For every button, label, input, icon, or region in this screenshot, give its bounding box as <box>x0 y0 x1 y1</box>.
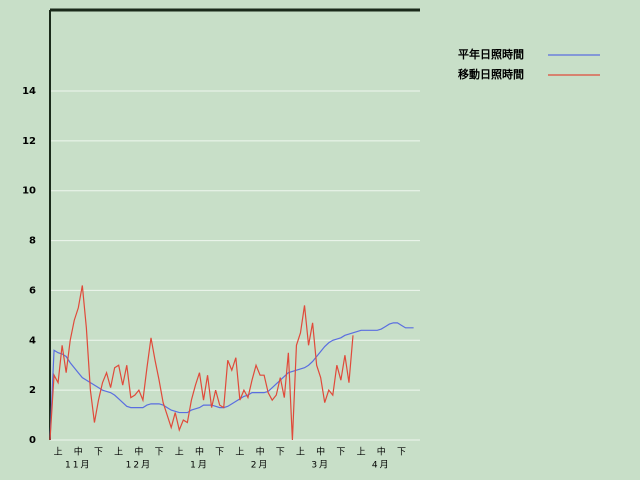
legend-label: 移動日照時間 <box>458 67 524 81</box>
x-tick-label: 上 <box>175 447 184 458</box>
x-tick-label: 上 <box>235 447 244 458</box>
month-label: 12月 <box>126 460 152 471</box>
month-label: 3月 <box>311 460 330 471</box>
month-label: 2月 <box>251 460 270 471</box>
y-tick-label: 6 <box>29 285 36 296</box>
legend-label: 平年日照時間 <box>458 47 524 61</box>
x-tick-label: 中 <box>256 446 265 458</box>
y-tick-label: 0 <box>29 435 36 446</box>
y-tick-label: 4 <box>29 335 36 346</box>
x-tick-label: 上 <box>54 447 63 458</box>
x-tick-label: 上 <box>114 447 123 458</box>
y-tick-label: 10 <box>22 186 36 197</box>
x-tick-label: 中 <box>74 446 83 458</box>
x-tick-label: 上 <box>357 447 366 458</box>
month-label: 4月 <box>372 460 391 471</box>
x-tick-label: 下 <box>155 448 164 458</box>
x-tick-label: 中 <box>195 446 204 458</box>
x-tick-label: 中 <box>316 446 325 458</box>
y-tick-label: 14 <box>22 86 36 97</box>
x-tick-label: 上 <box>296 447 305 458</box>
month-label: 11月 <box>65 460 91 471</box>
x-tick-label: 下 <box>276 448 285 458</box>
x-tick-label: 下 <box>94 448 103 458</box>
x-tick-label: 中 <box>377 446 386 458</box>
series-line <box>49 322 414 441</box>
x-tick-label: 下 <box>336 448 345 458</box>
x-tick-label: 下 <box>215 448 224 458</box>
series-line <box>49 285 354 441</box>
y-tick-label: 8 <box>29 236 36 247</box>
x-tick-label: 下 <box>397 448 406 458</box>
y-tick-label: 2 <box>29 385 36 396</box>
y-tick-label: 12 <box>22 136 36 147</box>
x-tick-label: 中 <box>134 446 143 458</box>
month-label: 1月 <box>190 460 209 471</box>
